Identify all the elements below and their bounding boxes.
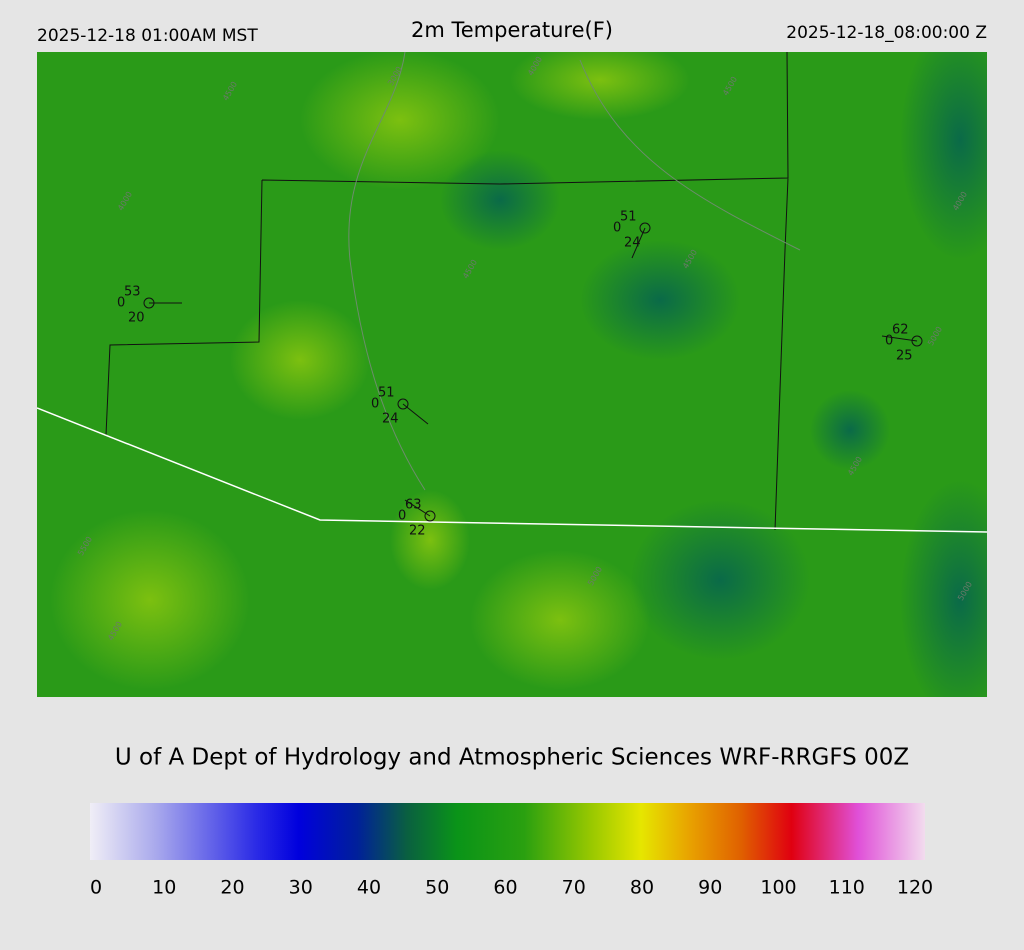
- title: 2m Temperature(F): [411, 18, 613, 42]
- station-circle: [911, 335, 923, 347]
- colorbar-tick-label: 90: [698, 877, 722, 899]
- station-dew: 24: [382, 412, 399, 427]
- colorbar-tick-label: 50: [425, 877, 449, 899]
- colorbar-tick-label: 0: [90, 877, 102, 899]
- station-temp: 63: [405, 498, 422, 513]
- station-dew: 24: [624, 236, 641, 251]
- station-circle: [424, 510, 436, 522]
- station-temp: 51: [620, 210, 637, 225]
- map: [37, 52, 987, 697]
- credit: U of A Dept of Hydrology and Atmospheric…: [115, 745, 909, 771]
- wind-barb: [402, 403, 429, 425]
- colorbar-tick-label: 80: [630, 877, 654, 899]
- local-time: 2025-12-18 01:00AM MST: [37, 26, 258, 46]
- colorbar: [90, 803, 925, 860]
- station-wind: 0: [885, 334, 893, 349]
- station-dew: 22: [409, 524, 426, 539]
- wind-barb: [881, 335, 918, 342]
- station-dew: 25: [896, 349, 913, 364]
- station-wind: 0: [117, 296, 125, 311]
- utc-time: 2025-12-18_08:00:00 Z: [786, 23, 987, 43]
- station-temp: 53: [124, 285, 141, 300]
- colorbar-tick-label: 10: [152, 877, 176, 899]
- wind-barb: [631, 227, 646, 259]
- colorbar-tick-label: 60: [493, 877, 517, 899]
- colorbar-tick-label: 40: [357, 877, 381, 899]
- station-temp: 51: [378, 386, 395, 401]
- colorbar-tick-label: 100: [760, 877, 796, 899]
- station-wind: 0: [371, 397, 379, 412]
- colorbar-tick-label: 110: [829, 877, 865, 899]
- colorbar-ticks: 0 10 20 30 40 50 60 70 80 90 100 110 120: [90, 877, 933, 899]
- colorbar-tick-label: 30: [289, 877, 313, 899]
- colorbar-tick-label: 120: [897, 877, 933, 899]
- station-temp: 62: [892, 323, 909, 338]
- station-circle: [397, 398, 409, 410]
- station-wind: 0: [613, 221, 621, 236]
- wind-barb: [404, 499, 431, 517]
- colorbar-tick-label: 20: [220, 877, 244, 899]
- station-dew: 20: [128, 311, 145, 326]
- station-circle: [639, 222, 651, 234]
- colorbar-tick-label: 70: [562, 877, 586, 899]
- station-wind: 0: [398, 509, 406, 524]
